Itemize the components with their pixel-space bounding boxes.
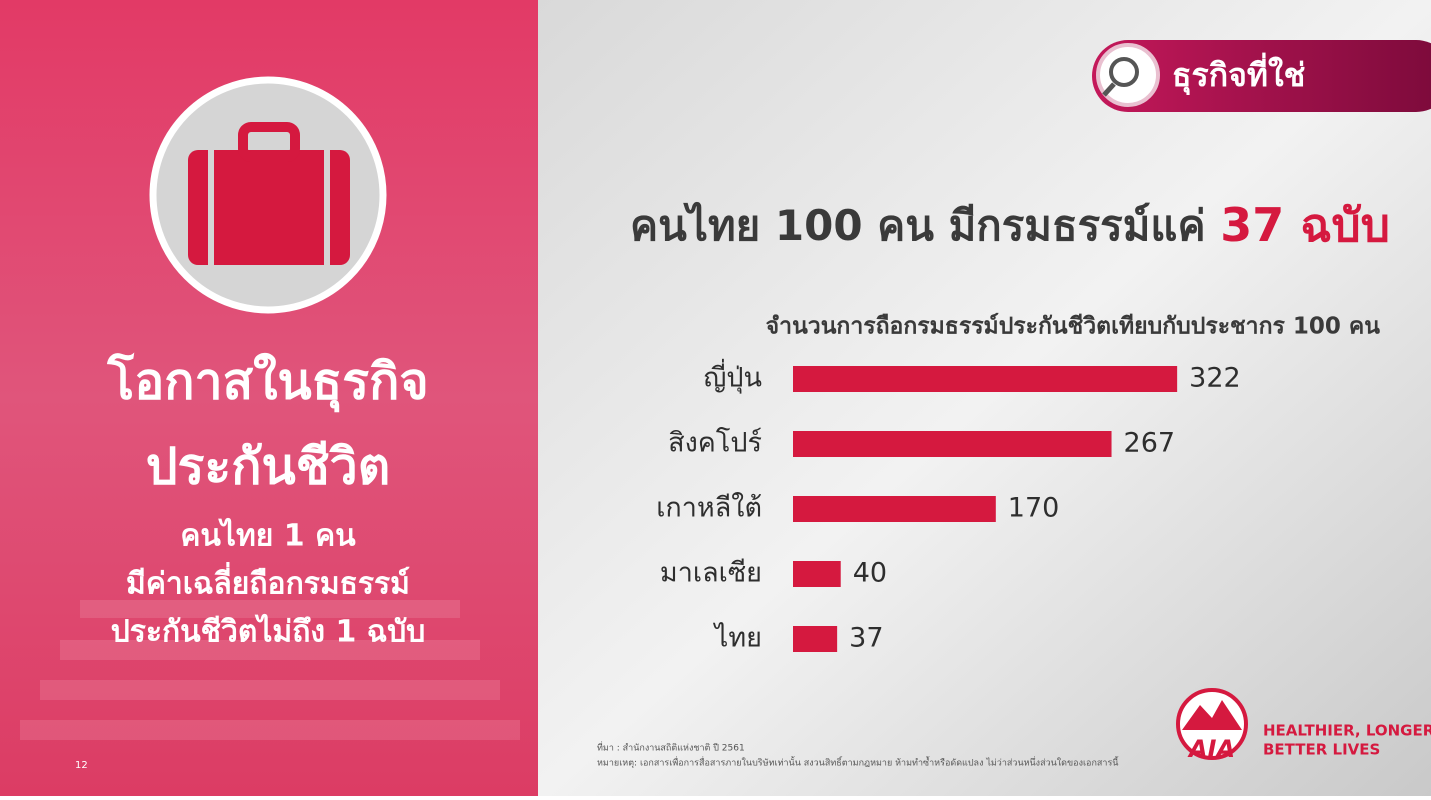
logo-tagline: BETTER LIVES <box>1263 741 1380 759</box>
source-note: ที่มา : สำนักงานสถิติแห่งชาติ ปี 2561 <box>597 741 745 754</box>
bar <box>793 431 1112 457</box>
page-number: 12 <box>75 760 88 771</box>
logo-mark <box>1182 700 1242 730</box>
background <box>538 0 1431 796</box>
body-text: ประกันชีวิตไม่ถึง 1 ฉบับ <box>111 614 426 650</box>
logo-brand: AIA <box>1187 735 1235 763</box>
badge-icon <box>1102 82 1116 97</box>
value-label: 267 <box>1124 428 1176 459</box>
bar <box>793 366 1178 392</box>
category-label: ญี่ปุ่น <box>703 359 762 395</box>
briefcase-icon <box>188 122 350 265</box>
category-label: มาเลเซีย <box>660 558 762 589</box>
bar <box>793 561 841 587</box>
badge-icon <box>1096 43 1160 107</box>
badge <box>1092 40 1431 112</box>
badge-label: ธุรกิจที่ใช่ <box>1172 52 1305 96</box>
body-text: มีค่าเฉลี่ยถือกรมธรรม์ <box>126 562 410 602</box>
badge-icon <box>1109 57 1139 87</box>
stairs <box>20 600 520 740</box>
bar <box>793 626 838 652</box>
category-label: สิงคโปร์ <box>668 427 762 459</box>
logo-tagline: HEALTHIER, LONGER, <box>1263 722 1431 740</box>
category-label: เกาหลีใต้ <box>656 492 762 524</box>
heading: โอกาสในธุรกิจ <box>106 352 428 413</box>
disclaimer: หมายเหตุ: เอกสารเพื่อการสื่อสารภายในบริษ… <box>597 756 1119 769</box>
chart-title: คนไทย 100 คน มีกรมธรรม์แค่ <box>630 201 1206 250</box>
category-label: ไทย <box>713 623 762 654</box>
bar <box>793 496 996 522</box>
value-label: 322 <box>1189 363 1241 394</box>
chart-subtitle: จำนวนการถือกรมธรรม์ประกันชีวิตเทียบกับปร… <box>766 313 1381 340</box>
chart-title: คนไทย 100 คน มีกรมธรรม์แค่ 37 ฉบับ <box>630 198 1390 252</box>
value-label: 37 <box>849 623 883 654</box>
body-text: คนไทย 1 คน <box>180 518 356 554</box>
value-label: 40 <box>853 558 887 589</box>
chart-title-highlight: 37 ฉบับ <box>1220 198 1390 252</box>
value-label: 170 <box>1008 493 1060 524</box>
heading: ประกันชีวิต <box>146 438 390 496</box>
